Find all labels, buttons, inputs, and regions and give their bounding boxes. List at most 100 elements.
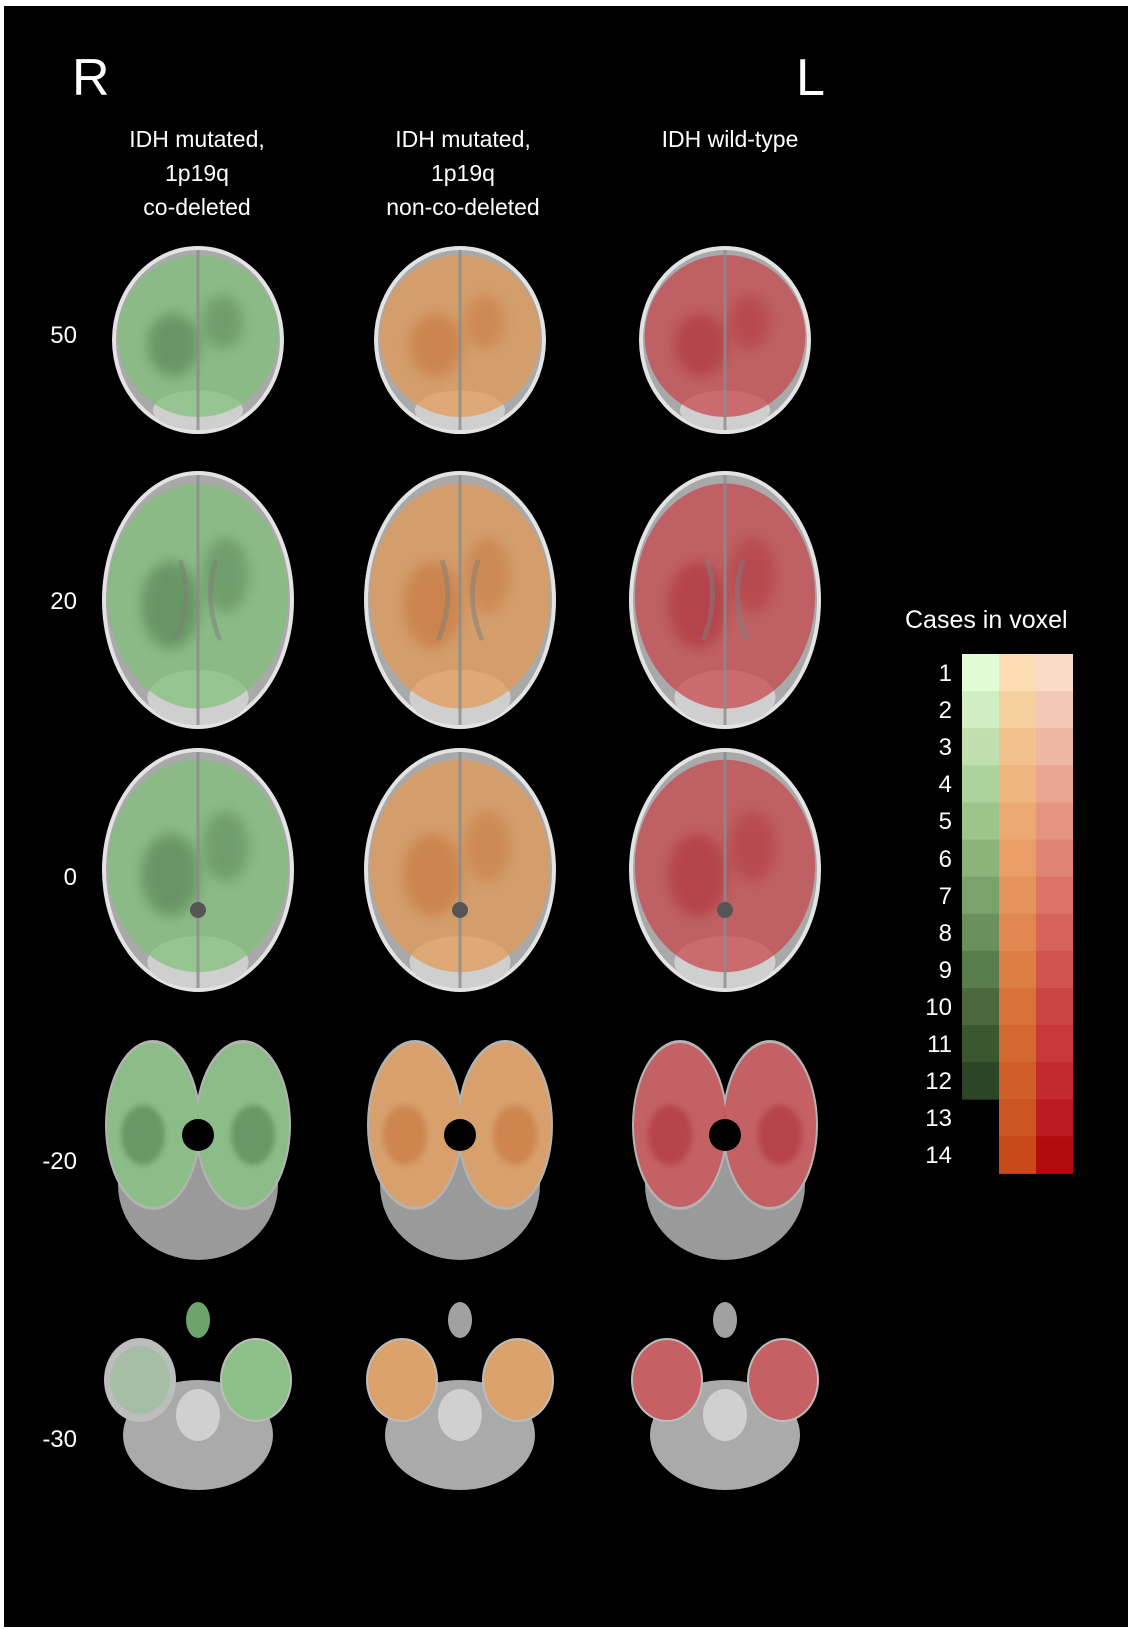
slice-label-minus30: -30: [42, 1426, 77, 1453]
legend-swatch: [999, 1099, 1036, 1137]
brainstem: [176, 1389, 220, 1441]
legend-level-10: 10: [925, 993, 952, 1021]
legend-level-1: 1: [938, 660, 952, 687]
legend-swatch: [962, 1062, 999, 1100]
brainstem: [438, 1389, 482, 1441]
legend-swatch: [999, 691, 1036, 729]
legend-level-6: 6: [938, 845, 952, 873]
legend-swatch: [962, 987, 999, 1026]
brain-slice: [374, 246, 546, 434]
legend-swatch: [999, 950, 1036, 989]
slice-label-20: 20: [50, 588, 77, 615]
legend-level-2: 2: [938, 697, 952, 725]
frontal-pole: [448, 1302, 472, 1338]
slice-label-minus20: -20: [42, 1148, 77, 1175]
lesion-hotspot: [402, 561, 462, 649]
brain-slice: [629, 471, 821, 729]
legend-swatch: [1036, 654, 1073, 692]
legend-swatch: [962, 950, 999, 989]
legend-swatch: [1036, 1136, 1073, 1174]
lesion-overlay: [222, 1340, 290, 1420]
lesion-hotspot: [729, 537, 776, 613]
lesion-hotspot: [202, 537, 249, 613]
lesion-hotspot: [383, 1105, 427, 1165]
brain-slice: [639, 246, 811, 434]
legend-level-3: 3: [938, 734, 952, 762]
legend-level-11: 11: [927, 1031, 952, 1058]
midbrain: [452, 902, 468, 918]
legend-swatch: [962, 728, 999, 766]
legend-swatch: [999, 839, 1036, 878]
lesion-hotspot: [493, 1105, 537, 1165]
ventricles: [700, 559, 750, 641]
lesion-hotspot: [464, 295, 506, 349]
lesion-hotspot: [121, 1105, 165, 1165]
midbrain: [190, 902, 206, 918]
legend-swatch: [999, 1025, 1036, 1063]
lesion-hotspot: [409, 313, 462, 377]
legend-swatch: [962, 913, 999, 952]
lesion-overlay: [633, 1340, 701, 1420]
legend-swatch: [999, 765, 1036, 803]
brain-slice: [112, 246, 284, 434]
brain-slice: [364, 471, 556, 729]
right-hemisphere-label: R: [72, 49, 110, 107]
legend-swatch: [999, 728, 1036, 766]
brain-slice: [629, 748, 821, 992]
legend-swatch: [962, 691, 999, 729]
temporal-pole: [104, 1338, 176, 1422]
legend-title: Cases in voxel: [905, 606, 1068, 634]
lesion-overlay: [484, 1340, 552, 1420]
legend-swatch: [1036, 950, 1073, 989]
legend-swatch: [1036, 691, 1073, 729]
brain-slice: [632, 1040, 818, 1260]
lesion-hotspot: [464, 537, 511, 613]
brainstem-cistern: [709, 1119, 741, 1151]
legend-swatch: [1036, 1099, 1073, 1137]
legend-swatch: [1036, 1062, 1073, 1100]
brain-slice: [105, 1040, 291, 1260]
lesion-hotspot: [402, 833, 462, 917]
brainstem-cistern: [182, 1119, 214, 1151]
lesion-hotspot: [231, 1105, 275, 1165]
brain-slice: [631, 1302, 819, 1490]
lesion-hotspot: [667, 561, 727, 649]
lesion-hotspot: [674, 313, 727, 377]
lesion-hotspot: [202, 295, 244, 349]
legend-level-5: 5: [938, 808, 952, 836]
lesion-hotspot: [140, 561, 200, 649]
lesion-hotspot: [758, 1105, 802, 1165]
brain-slice: [102, 748, 294, 992]
legend-swatch: [1036, 728, 1073, 766]
lesion-hotspot: [202, 811, 249, 882]
legend-swatch: [1036, 1025, 1073, 1063]
brain-slice: [104, 1302, 292, 1490]
lesion-hotspot: [729, 295, 771, 349]
lesion-overlay: [749, 1340, 817, 1420]
legend: [962, 654, 1073, 1174]
left-hemisphere-label: L: [796, 49, 825, 107]
legend-swatch: [999, 987, 1036, 1026]
slice-label-0: 0: [63, 864, 77, 891]
lesion-hotspot: [140, 833, 200, 917]
legend-swatch: [999, 876, 1036, 915]
brainstem-cistern: [444, 1119, 476, 1151]
midbrain: [717, 902, 733, 918]
brain-slice: [364, 748, 556, 992]
legend-swatch: [962, 654, 999, 692]
slice-label-50: 50: [50, 322, 77, 349]
lesion-overlay: [368, 1340, 436, 1420]
legend-level-4: 4: [938, 771, 952, 799]
legend-swatch: [962, 876, 999, 915]
brain-slice: [367, 1040, 553, 1260]
legend-level-7: 7: [938, 882, 952, 910]
column-title-wildtype: IDH wild-type: [661, 126, 799, 152]
legend-level-9: 9: [938, 956, 952, 984]
column-title-codeleted: IDH mutated, 1p19q co-deleted: [129, 126, 265, 220]
legend-level-14: 14: [925, 1142, 952, 1170]
legend-swatch: [962, 839, 999, 878]
brain-slice: [102, 471, 294, 729]
lesion-hotspot: [147, 313, 200, 377]
legend-swatch: [999, 802, 1036, 840]
